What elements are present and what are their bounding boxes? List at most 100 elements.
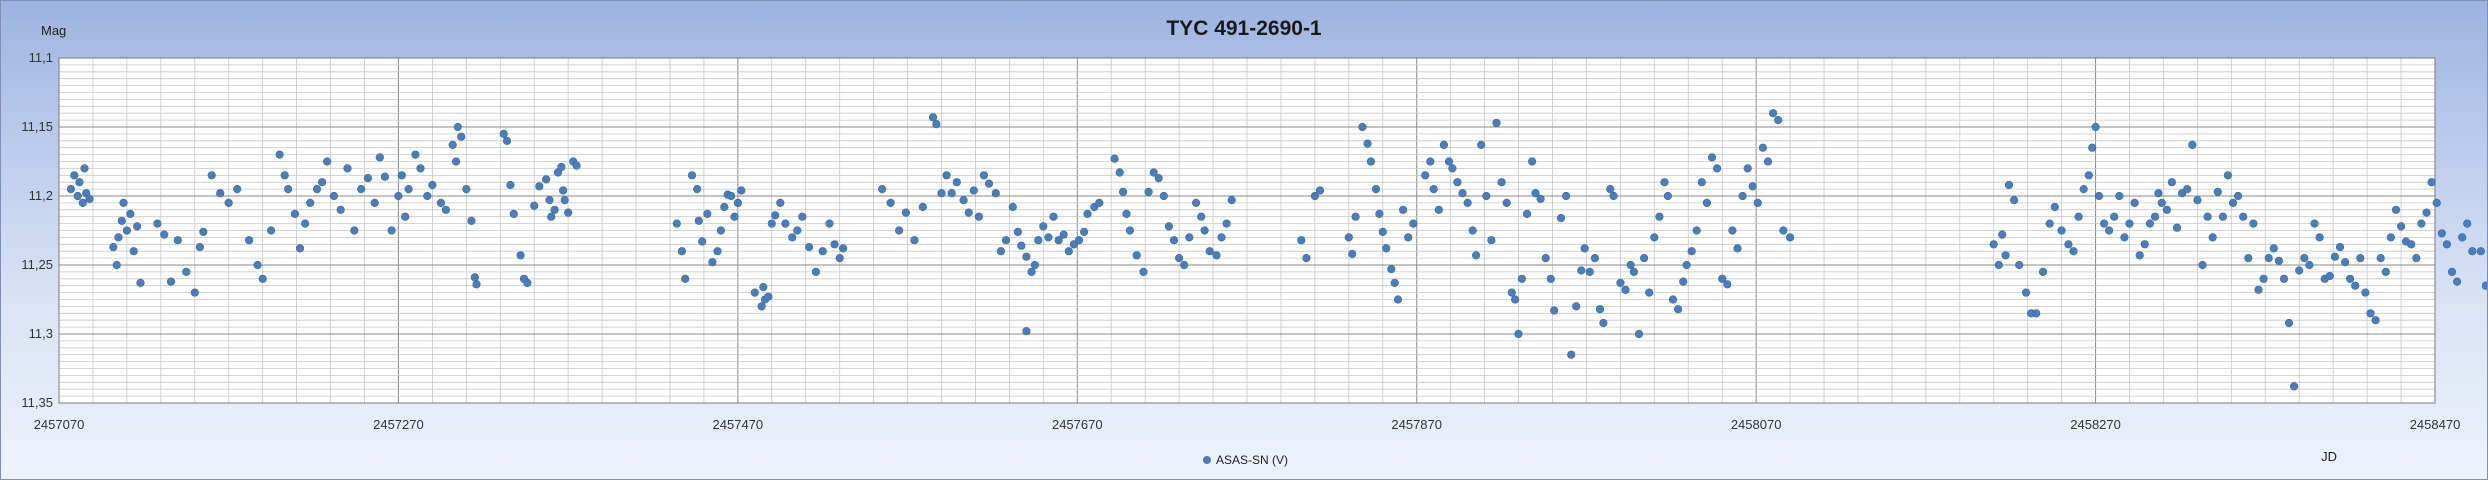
chart-title: TYC 491-2690-1 (1166, 17, 1322, 40)
data-point (2223, 171, 2232, 180)
data-point (1989, 240, 1998, 249)
data-point (1663, 191, 1672, 201)
data-point (2115, 191, 2124, 201)
data-point (2125, 219, 2134, 228)
data-point (694, 216, 703, 225)
data-point (1079, 227, 1089, 236)
data-point (509, 209, 518, 218)
data-point (1712, 164, 1722, 173)
data-point (357, 185, 366, 194)
data-point (886, 198, 895, 207)
data-point (737, 186, 746, 195)
data-point (733, 198, 743, 207)
data-point (2110, 212, 2119, 221)
data-point (1577, 266, 1586, 275)
data-point (2079, 185, 2088, 194)
y-tick-label: 11,1 (29, 50, 53, 65)
data-point (173, 236, 182, 245)
data-point (1426, 157, 1435, 166)
data-point (1404, 233, 1413, 242)
data-point (1728, 226, 1737, 235)
data-point (1022, 327, 1031, 336)
data-point (2356, 254, 2365, 263)
data-point (1017, 241, 1026, 250)
data-point (1682, 260, 1691, 270)
data-point (1567, 350, 1576, 359)
data-point (1434, 205, 1443, 214)
data-point (572, 161, 581, 170)
data-point (1174, 254, 1184, 263)
data-point (835, 254, 844, 263)
data-point (698, 237, 707, 246)
data-point (1550, 306, 1559, 315)
data-point (73, 191, 82, 201)
data-point (1507, 288, 1516, 297)
x-tick-label: 2458470 (2410, 417, 2461, 432)
data-point (428, 180, 437, 190)
data-point (959, 196, 968, 205)
data-point (267, 226, 276, 235)
data-point (2154, 189, 2163, 198)
data-point (1409, 219, 1418, 228)
data-point (2432, 198, 2441, 207)
data-point (448, 140, 457, 149)
data-point (1382, 244, 1391, 253)
data-point (781, 219, 790, 228)
data-point (547, 212, 556, 221)
data-point (2376, 254, 2385, 263)
data-point (2476, 247, 2485, 256)
data-point (1687, 247, 1696, 256)
data-point (2135, 251, 2144, 260)
grid (58, 57, 2436, 404)
data-point (1531, 189, 1540, 198)
data-point (952, 178, 961, 187)
data-point (1738, 191, 1747, 201)
data-point (275, 150, 284, 159)
data-point (453, 122, 462, 132)
data-point (1429, 185, 1438, 194)
data-point (2162, 205, 2171, 214)
data-point (1634, 329, 1644, 339)
data-point (541, 175, 551, 184)
data-point (1517, 274, 1526, 283)
data-point (1205, 247, 1214, 256)
data-point (2021, 288, 2031, 297)
data-point (672, 219, 681, 228)
data-point (290, 209, 300, 218)
data-point (112, 260, 121, 270)
data-point (703, 209, 712, 218)
data-point (75, 178, 84, 187)
data-point (1375, 209, 1384, 218)
data-point (2259, 274, 2268, 283)
data-point (126, 209, 135, 218)
data-point (932, 120, 941, 129)
data-point (394, 191, 403, 201)
data-point (901, 208, 911, 217)
data-point (441, 205, 451, 214)
data-point (1779, 226, 1788, 235)
data-point (825, 219, 834, 228)
data-point (133, 222, 142, 231)
data-point (1629, 267, 1638, 277)
data-point (1748, 182, 1757, 191)
data-point (2427, 178, 2436, 187)
data-point (560, 196, 569, 205)
data-point (1013, 227, 1023, 236)
data-point (947, 189, 956, 198)
data-point (329, 191, 339, 201)
data-point (1482, 191, 1491, 201)
data-point (1159, 191, 1168, 201)
data-point (1144, 187, 1153, 196)
data-point (2437, 229, 2446, 238)
data-point (1606, 185, 1615, 194)
data-point (730, 212, 739, 221)
data-point (2335, 243, 2345, 252)
data-point (1132, 251, 1141, 260)
data-point (387, 226, 396, 235)
data-point (1758, 143, 1767, 152)
data-point (1222, 219, 1231, 228)
x-axis-label: JD (2321, 449, 2337, 464)
data-point (726, 191, 736, 201)
data-point (423, 191, 432, 201)
data-point (1315, 186, 1325, 195)
